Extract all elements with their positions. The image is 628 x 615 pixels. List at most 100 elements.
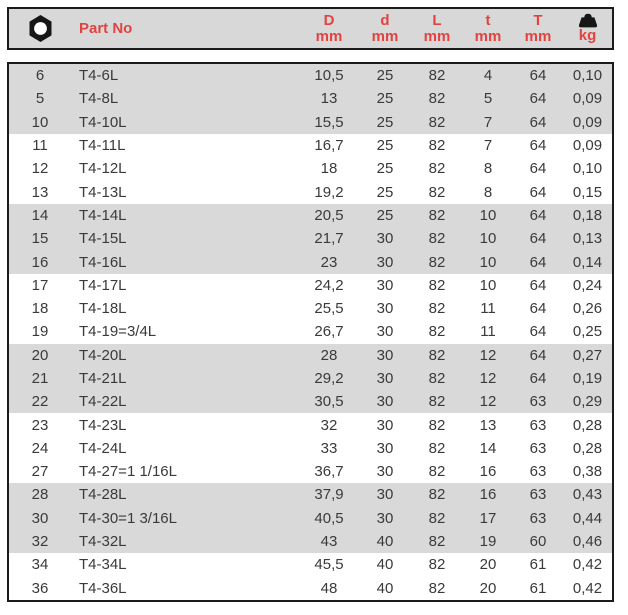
- T-mm-cell: 60: [513, 529, 563, 554]
- size-cell: 11: [32, 137, 48, 155]
- column-header-T-label: T: [533, 11, 543, 29]
- column-header-D-label: D: [323, 11, 335, 29]
- D-mm-cell: 30,5: [299, 390, 359, 414]
- L-mm-cell: 82: [428, 323, 446, 341]
- kg-cell: 0,09: [563, 87, 612, 111]
- table-row: 10 T4-10L 15,5 25 82 7 64 0,09: [9, 110, 612, 134]
- column-header-d-unit: mm: [371, 27, 399, 45]
- d-mm-cell: 25: [376, 160, 394, 178]
- t-mm-cell: 7: [463, 110, 513, 134]
- kg-cell: 0,38: [572, 463, 603, 481]
- part-no-cell: T4-30=1 3/16L: [71, 506, 299, 530]
- L-mm-cell: 82: [428, 276, 446, 294]
- part-no-cell: T4-11L: [79, 137, 126, 155]
- t-mm-cell: 20: [479, 556, 497, 574]
- t-mm-cell: 11: [480, 323, 496, 341]
- L-mm-cell: 82: [411, 203, 463, 228]
- t-mm-cell: 8: [483, 160, 493, 178]
- T-mm-cell: 64: [513, 87, 563, 111]
- t-mm-cell: 4: [463, 64, 513, 88]
- kg-cell: 0,18: [563, 203, 612, 228]
- part-no-cell: T4-19=3/4L: [79, 323, 157, 341]
- part-no-cell: T4-28L: [71, 483, 299, 507]
- t-mm-cell: 5: [463, 87, 513, 111]
- kg-cell: 0,19: [563, 366, 612, 391]
- D-mm-cell: 18: [320, 160, 338, 178]
- d-mm-cell: 25: [376, 183, 394, 201]
- T-mm-cell: 63: [513, 506, 563, 530]
- size-cell: 10: [9, 110, 71, 134]
- size-cell: 36: [31, 579, 49, 597]
- part-no-cell: T4-15L: [71, 227, 299, 251]
- d-mm-cell: 30: [359, 506, 411, 530]
- spec-table-grid: 6 T4-6L 10,5 25 82 4 64 0,10 5 T4-8L 13 …: [9, 64, 612, 600]
- T-mm-cell: 63: [513, 390, 563, 414]
- L-mm-cell: 82: [411, 483, 463, 507]
- D-mm-cell: 48: [320, 579, 338, 597]
- T-mm-cell: 64: [529, 300, 547, 318]
- table-row: 18 T4-18L 25,5 30 82 11 64 0,26: [9, 297, 612, 320]
- weight-unit-label: kg: [578, 27, 597, 44]
- T-mm-cell: 64: [513, 227, 563, 251]
- D-mm-cell: 36,7: [314, 463, 344, 481]
- column-header-T-unit: mm: [524, 27, 552, 45]
- L-mm-cell: 82: [411, 529, 463, 554]
- size-cell: 21: [9, 366, 71, 391]
- table-row: 13 T4-13L 19,2 25 82 8 64 0,15: [9, 180, 612, 203]
- size-cell: 13: [31, 183, 49, 201]
- size-cell: 6: [9, 64, 71, 88]
- column-header-d-label: d: [380, 11, 390, 29]
- D-mm-cell: 23: [299, 250, 359, 274]
- kg-cell: 0,09: [563, 110, 612, 134]
- L-mm-cell: 82: [411, 506, 463, 530]
- D-mm-cell: 20,5: [299, 203, 359, 228]
- table-row: 19 T4-19=3/4L 26,7 30 82 11 64 0,25: [9, 320, 612, 343]
- L-mm-cell: 82: [428, 416, 446, 434]
- table-header-band: Part No D mm d mm L mm t mm T mm: [7, 7, 614, 50]
- table-row: 27 T4-27=1 1/16L 36,7 30 82 16 63 0,38: [9, 460, 612, 483]
- table-row: 28 T4-28L 37,9 30 82 16 63 0,43: [9, 483, 612, 507]
- part-no-cell: T4-34L: [79, 556, 127, 574]
- spec-table: 6 T4-6L 10,5 25 82 4 64 0,10 5 T4-8L 13 …: [7, 62, 614, 602]
- weight-column-header: kg: [563, 9, 612, 48]
- t-mm-cell: 10: [463, 227, 513, 251]
- L-mm-cell: 82: [428, 183, 446, 201]
- D-mm-cell: 19,2: [314, 183, 344, 201]
- T-mm-cell: 64: [529, 183, 547, 201]
- table-row: 6 T4-6L 10,5 25 82 4 64 0,10: [9, 64, 612, 88]
- L-mm-cell: 82: [428, 160, 446, 178]
- kg-cell: 0,46: [563, 529, 612, 554]
- d-mm-cell: 30: [359, 390, 411, 414]
- L-mm-cell: 82: [411, 227, 463, 251]
- table-row: 14 T4-14L 20,5 25 82 10 64 0,18: [9, 203, 612, 228]
- L-mm-cell: 82: [428, 556, 446, 574]
- D-mm-cell: 26,7: [314, 323, 344, 341]
- kg-cell: 0,09: [572, 137, 603, 155]
- D-mm-cell: 28: [299, 343, 359, 367]
- d-mm-cell: 30: [376, 276, 394, 294]
- d-mm-cell: 30: [359, 343, 411, 367]
- t-mm-cell: 11: [480, 300, 496, 318]
- kg-cell: 0,42: [572, 556, 603, 574]
- kg-cell: 0,28: [572, 439, 603, 457]
- t-mm-cell: 13: [479, 416, 497, 434]
- part-no-cell: T4-23L: [79, 416, 127, 434]
- kg-cell: 0,25: [572, 323, 603, 341]
- part-no-cell: T4-8L: [71, 87, 299, 111]
- size-cell: 20: [9, 343, 71, 367]
- part-no-cell: T4-17L: [79, 276, 127, 294]
- d-mm-cell: 30: [376, 300, 394, 318]
- part-no-cell: T4-22L: [71, 390, 299, 414]
- T-mm-cell: 64: [513, 366, 563, 391]
- table-row: 30 T4-30=1 3/16L 40,5 30 82 17 63 0,44: [9, 506, 612, 530]
- d-mm-cell: 30: [359, 227, 411, 251]
- d-mm-cell: 25: [359, 110, 411, 134]
- part-no-cell: T4-6L: [71, 64, 299, 88]
- D-mm-cell: 21,7: [299, 227, 359, 251]
- D-mm-cell: 29,2: [299, 366, 359, 391]
- table-row: 16 T4-16L 23 30 82 10 64 0,14: [9, 250, 612, 274]
- size-cell: 30: [9, 506, 71, 530]
- t-mm-cell: 12: [463, 366, 513, 391]
- size-cell: 32: [9, 529, 71, 554]
- kg-cell: 0,10: [563, 64, 612, 88]
